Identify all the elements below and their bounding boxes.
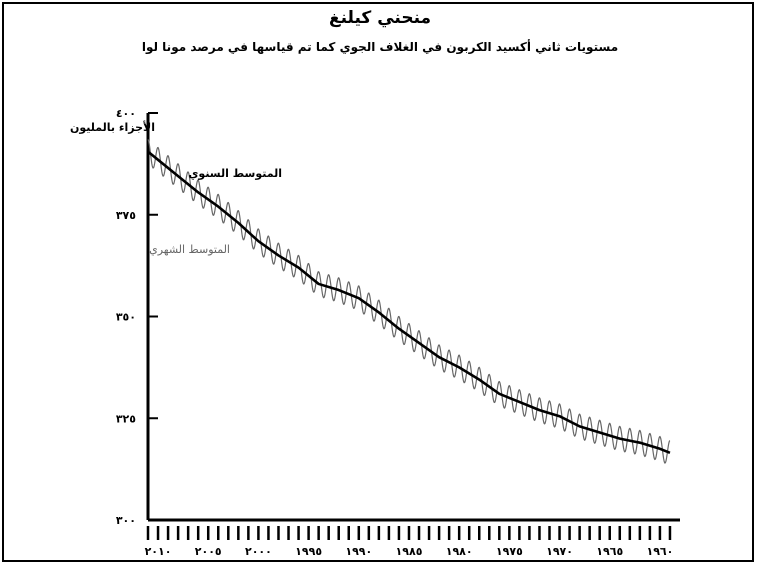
chart-title: منحني كيلنغ xyxy=(328,8,432,28)
y-tick-label: ٣٠٠ xyxy=(116,514,136,527)
y-tick-label: ٣٥٠ xyxy=(116,311,136,324)
x-tick-label: ١٩٦٠ xyxy=(646,545,673,558)
labels-group: المتوسط السنوي المتوسط الشهري xyxy=(149,167,282,256)
series-monthly-line xyxy=(147,139,671,464)
series-annual-line xyxy=(147,150,671,455)
x-tick-label: ١٩٨٥ xyxy=(396,545,423,558)
x-tick-label: ١٩٨٠ xyxy=(446,545,473,558)
x-tick-label: ١٩٦٥ xyxy=(596,545,623,558)
x-tick-label: ١٩٧٠ xyxy=(546,545,573,558)
series-group xyxy=(147,139,671,464)
x-tick-label: ٢٠١٠ xyxy=(145,545,172,558)
chart-subtitle: مستويات ثاني أكسيد الكربون في الغلاف الج… xyxy=(141,40,619,54)
y-tick-label: ٣٧٥ xyxy=(116,209,136,222)
x-tick-label: ١٩٩٥ xyxy=(295,545,322,558)
chart-frame xyxy=(2,2,754,562)
x-tick-label: ٢٠٠٥ xyxy=(195,545,222,558)
x-tick-label: ١٩٧٥ xyxy=(496,545,523,558)
x-axis: ٢٠١٠ ٢٠٠٥ ٢٠٠٠ ١٩٩٥ ١٩٩٠ ١٩٨٥ ١٩٨٠ ١٩٧٥ ١٩٧٠ ١٩٦٥… xyxy=(145,518,680,558)
series-label-monthly: المتوسط الشهري xyxy=(149,243,230,256)
x-tick-label: ٢٠٠٠ xyxy=(245,545,272,558)
y-axis-unit-label: الأجزاء بالمليون xyxy=(70,120,155,134)
series-label-annual: المتوسط السنوي xyxy=(188,167,282,180)
y-tick-label: ٤٠٠ xyxy=(116,107,136,120)
y-tick-label: ٣٢٥ xyxy=(116,412,136,425)
x-tick-label: ١٩٩٠ xyxy=(345,545,372,558)
